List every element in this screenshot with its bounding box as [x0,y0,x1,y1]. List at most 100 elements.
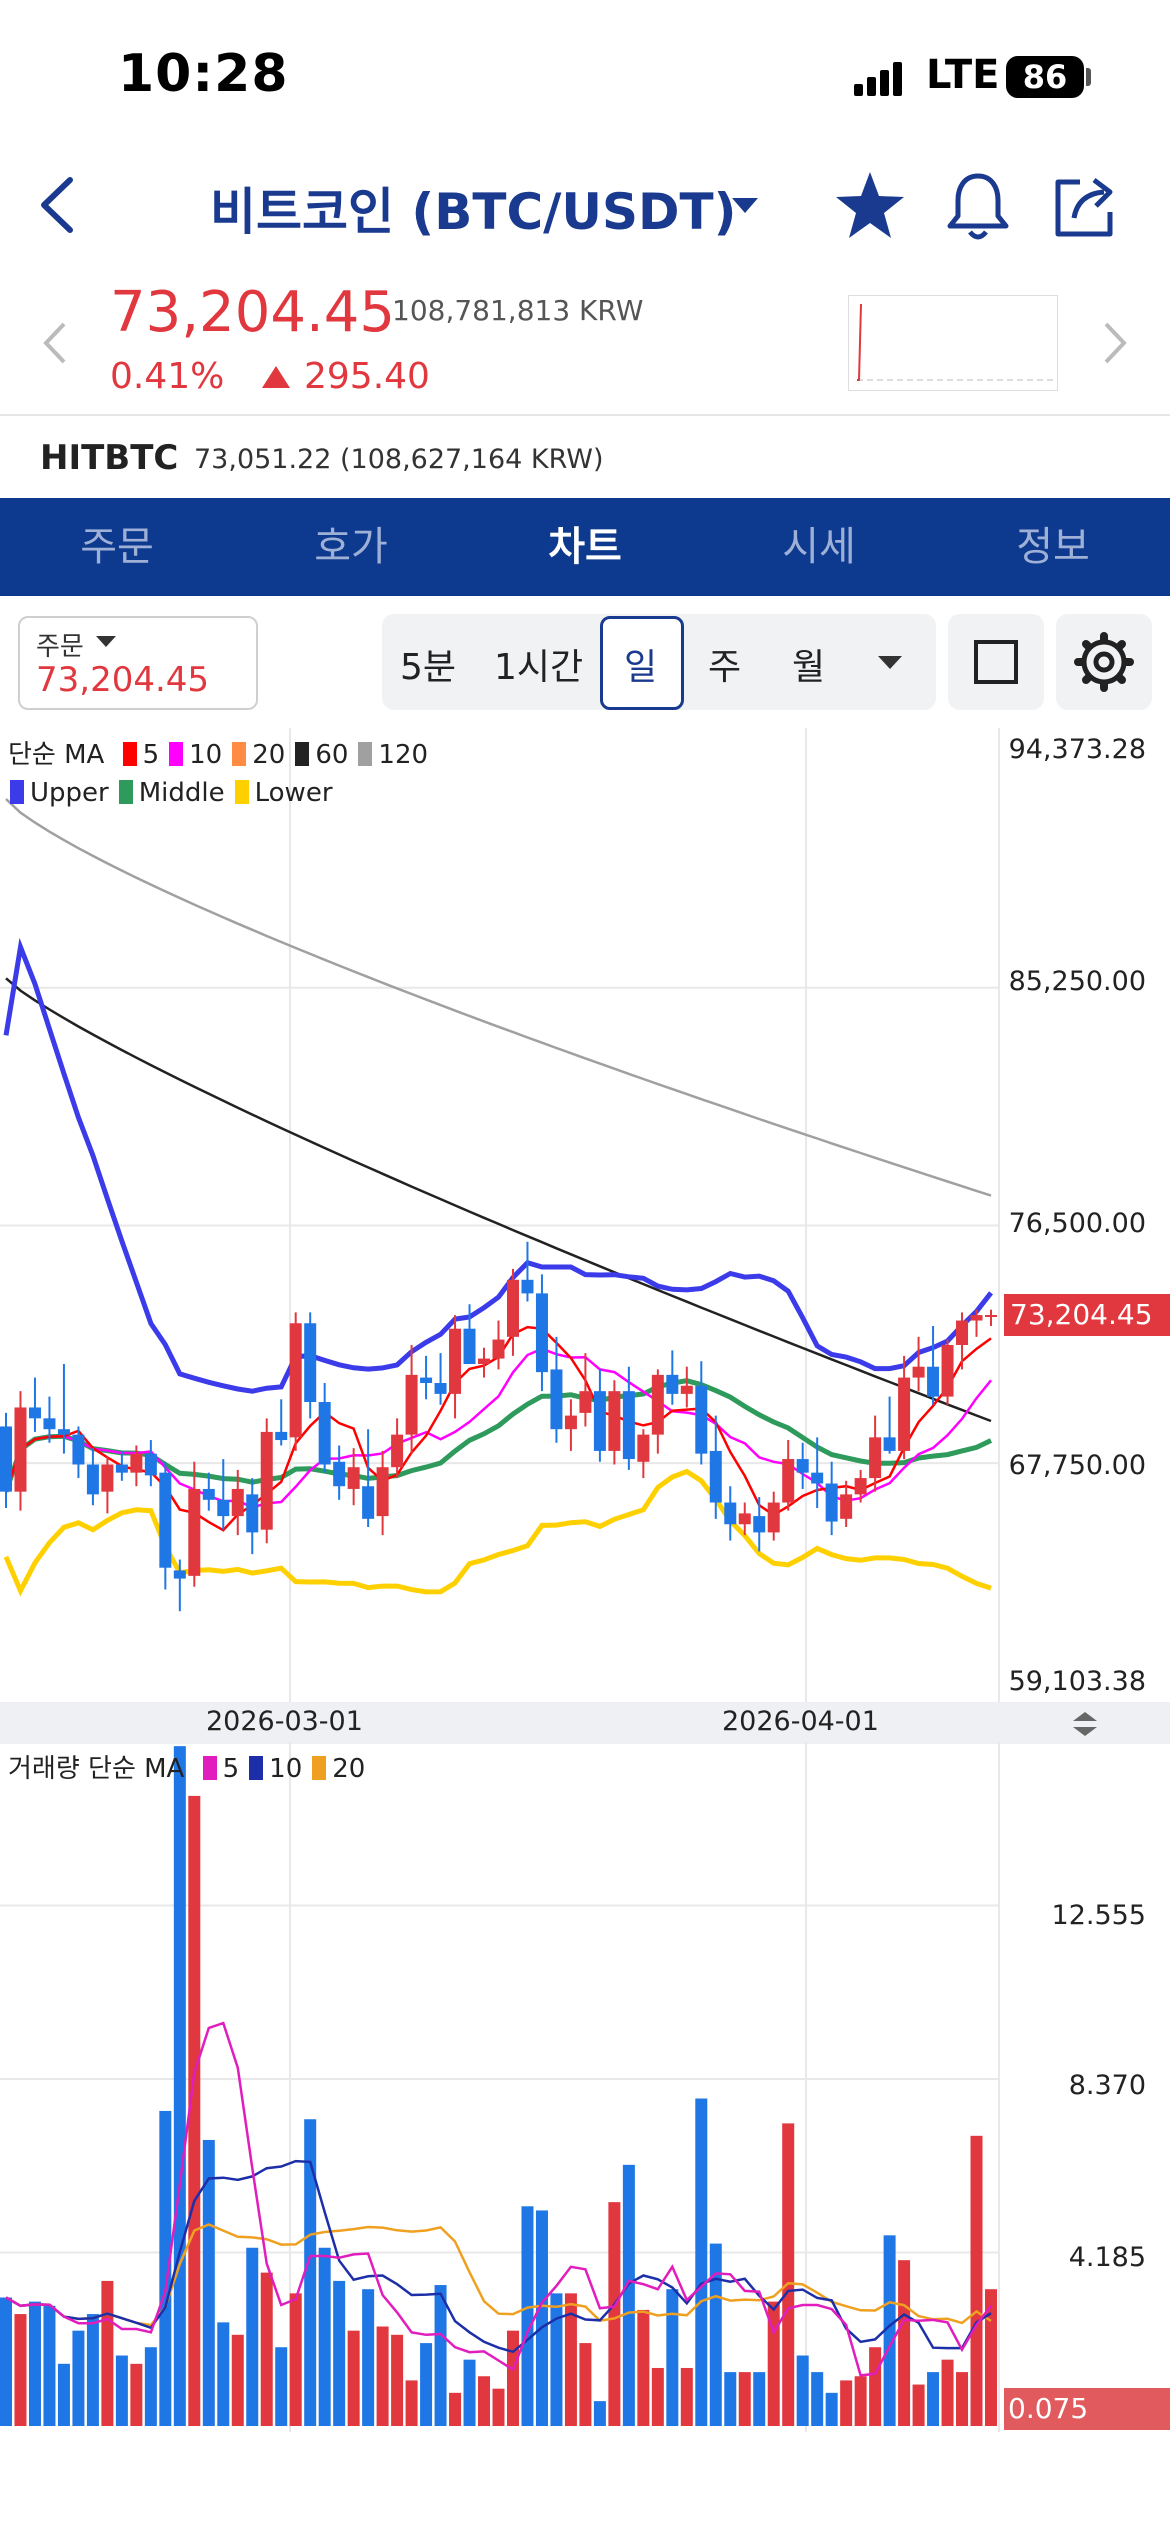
candle-body [391,1434,404,1468]
share-button[interactable] [1048,168,1124,244]
next-coin-button[interactable] [1100,318,1130,368]
tab-order[interactable]: 주문 [80,524,154,570]
candle-body [796,1459,809,1473]
volume-legend-title: 거래량 단순 MA [8,1754,185,1784]
bb-legend: Upper Middle Lower [0,778,333,808]
candle-body [695,1385,708,1454]
tab-bar: 주문 호가 차트 시세 정보 [0,498,1170,596]
favorite-button[interactable] [832,168,908,244]
tab-orderbook[interactable]: 호가 [314,524,388,570]
drawing-tool-button[interactable] [948,614,1044,710]
candle-body [28,1407,41,1419]
order-label: 주문 [36,632,84,662]
volume-bar [318,2247,331,2426]
candle-body [564,1415,577,1430]
candle-body [709,1450,722,1503]
current-price: 73,204.45 [110,280,396,345]
candle-body [753,1516,766,1533]
volume-bar [927,2372,940,2426]
coin-title[interactable]: 비트코인 (BTC/USDT) [210,183,737,241]
legend-swatch [234,780,249,804]
mini-chart[interactable] [848,295,1058,391]
volume-bar [347,2330,360,2426]
chart-settings-button[interactable] [1056,614,1152,710]
volume-bar [825,2392,838,2426]
candle-body [724,1502,737,1525]
mini-chart-line [857,303,1055,381]
period-month[interactable]: 월 [792,647,826,688]
star-icon [836,172,904,238]
candle-body [362,1486,375,1519]
legend-label: 5 [222,1754,240,1784]
pane-resize-icon[interactable] [1070,1710,1100,1738]
candle-body [666,1374,679,1394]
alert-button[interactable] [940,168,1016,244]
chevron-left-icon [43,322,66,364]
chevron-left-icon [41,177,73,233]
volume-bar [463,2359,476,2426]
prev-coin-button[interactable] [40,318,70,368]
volume-bar [43,2305,56,2426]
current-price-tag: 73,204.45 [1004,1294,1170,1336]
candle-body [347,1467,360,1489]
candle-body [246,1494,259,1533]
triangle-up-icon [262,366,290,388]
candle-body [869,1437,882,1479]
legend-label: Upper [30,778,109,808]
legend-label: Middle [138,778,225,808]
volume-bar [72,2330,85,2426]
candle-body [478,1358,491,1364]
tab-market[interactable]: 시세 [782,524,856,570]
candle-body [492,1339,505,1359]
bb-middle-line [3,1378,993,1493]
price-chart[interactable] [0,728,1000,1702]
volume-bar [535,2210,548,2426]
candle-body [144,1453,157,1476]
battery-icon: 86 [1006,56,1084,98]
square-icon [974,640,1018,684]
date-axis-corner [1000,1702,1170,1744]
bell-icon [947,173,1009,240]
back-button[interactable] [30,170,90,240]
candle-body [57,1429,70,1435]
order-dropdown[interactable] [18,616,258,710]
candle-body [376,1467,389,1517]
legend-swatch [169,742,184,766]
candle-body [173,1570,186,1579]
network-label: LTE [926,52,1000,98]
volume-bar [101,2280,114,2426]
period-more-caret-icon[interactable] [878,656,902,669]
period-5min[interactable]: 5분 [400,647,457,688]
bb-lower-line [3,1468,992,1597]
volume-bar [202,2139,215,2426]
volume-bar [362,2289,375,2426]
caret-down-icon[interactable] [732,198,758,213]
volume-bar [869,2347,882,2426]
volume-bar [275,2347,288,2426]
legend-swatch [122,742,137,766]
tab-chart[interactable]: 차트 [548,524,622,570]
volume-bar [28,2301,41,2426]
volume-bar [608,2202,621,2426]
candle-body [825,1483,838,1522]
chevron-right-icon [1104,322,1127,364]
ma-legend-title: 단순 MA [8,740,105,770]
volume-bar [724,2372,737,2426]
legend-swatch [118,780,133,804]
tab-info[interactable]: 정보 [1016,524,1090,570]
volume-bar [478,2376,491,2426]
candle-body [898,1377,911,1451]
volume-chart[interactable] [0,1742,1000,2432]
period-day[interactable]: 일 [624,647,658,688]
period-week[interactable]: 주 [708,647,742,688]
volume-bar [680,2367,693,2426]
candle-body [956,1320,969,1345]
volume-bar [898,2260,911,2426]
volume-bar [231,2334,244,2426]
volume-bar [405,2380,418,2426]
candle-body [854,1478,867,1495]
candle-body [521,1279,534,1294]
candle-body [840,1494,853,1519]
volume-bar [188,1795,201,2426]
period-1hour[interactable]: 1시간 [494,647,584,688]
